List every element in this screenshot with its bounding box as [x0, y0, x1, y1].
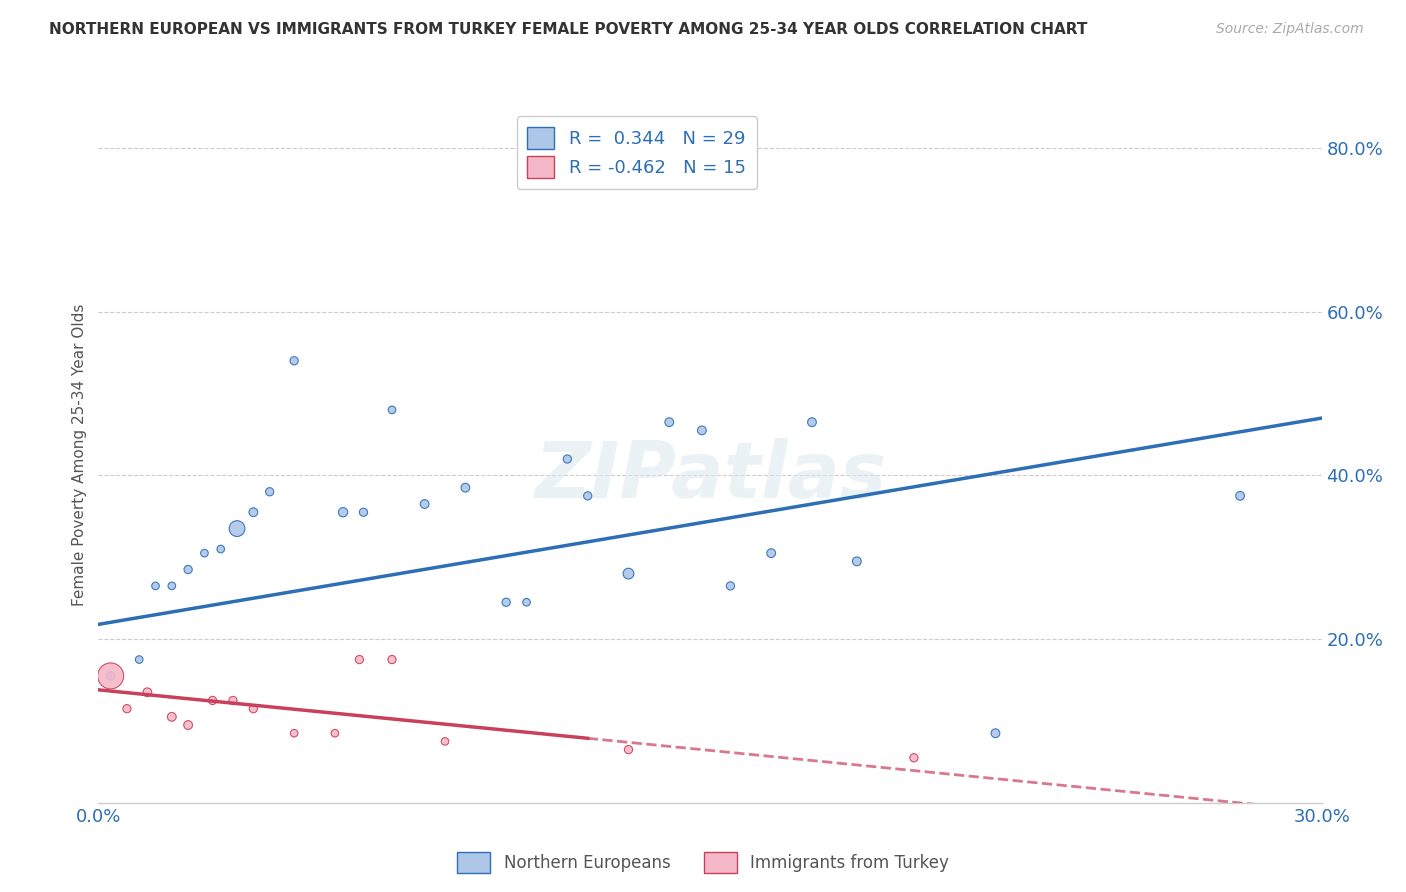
Point	[617, 742, 640, 756]
Point	[177, 718, 200, 732]
Point	[100, 669, 122, 683]
Point	[128, 652, 150, 666]
Point	[454, 481, 477, 495]
Point	[226, 522, 249, 536]
Point	[658, 415, 681, 429]
Point	[516, 595, 538, 609]
Point	[177, 562, 200, 576]
Point	[801, 415, 824, 429]
Legend: Northern Europeans, Immigrants from Turkey: Northern Europeans, Immigrants from Turk…	[450, 846, 956, 880]
Point	[242, 505, 264, 519]
Point	[209, 542, 232, 557]
Point	[495, 595, 517, 609]
Point	[720, 579, 742, 593]
Point	[381, 403, 404, 417]
Point	[242, 701, 264, 715]
Point	[136, 685, 159, 699]
Point	[145, 579, 167, 593]
Point	[1229, 489, 1251, 503]
Point	[413, 497, 436, 511]
Point	[381, 652, 404, 666]
Point	[903, 751, 925, 765]
Point	[349, 652, 371, 666]
Text: Source: ZipAtlas.com: Source: ZipAtlas.com	[1216, 22, 1364, 37]
Point	[332, 505, 354, 519]
Point	[323, 726, 346, 740]
Point	[160, 710, 183, 724]
Point	[160, 579, 183, 593]
Point	[100, 669, 122, 683]
Point	[259, 484, 281, 499]
Text: ZIPatlas: ZIPatlas	[534, 438, 886, 514]
Point	[193, 546, 215, 560]
Point	[617, 566, 640, 581]
Point	[434, 734, 457, 748]
Point	[222, 693, 245, 707]
Point	[557, 452, 579, 467]
Y-axis label: Female Poverty Among 25-34 Year Olds: Female Poverty Among 25-34 Year Olds	[72, 304, 87, 606]
Point	[690, 423, 713, 437]
Point	[576, 489, 599, 503]
Point	[283, 726, 305, 740]
Point	[201, 693, 224, 707]
Point	[115, 701, 138, 715]
Point	[352, 505, 374, 519]
Point	[845, 554, 868, 568]
Point	[984, 726, 1007, 740]
Point	[761, 546, 783, 560]
Point	[283, 353, 305, 368]
Text: NORTHERN EUROPEAN VS IMMIGRANTS FROM TURKEY FEMALE POVERTY AMONG 25-34 YEAR OLDS: NORTHERN EUROPEAN VS IMMIGRANTS FROM TUR…	[49, 22, 1088, 37]
Legend: R =  0.344   N = 29, R = -0.462   N = 15: R = 0.344 N = 29, R = -0.462 N = 15	[516, 116, 756, 189]
